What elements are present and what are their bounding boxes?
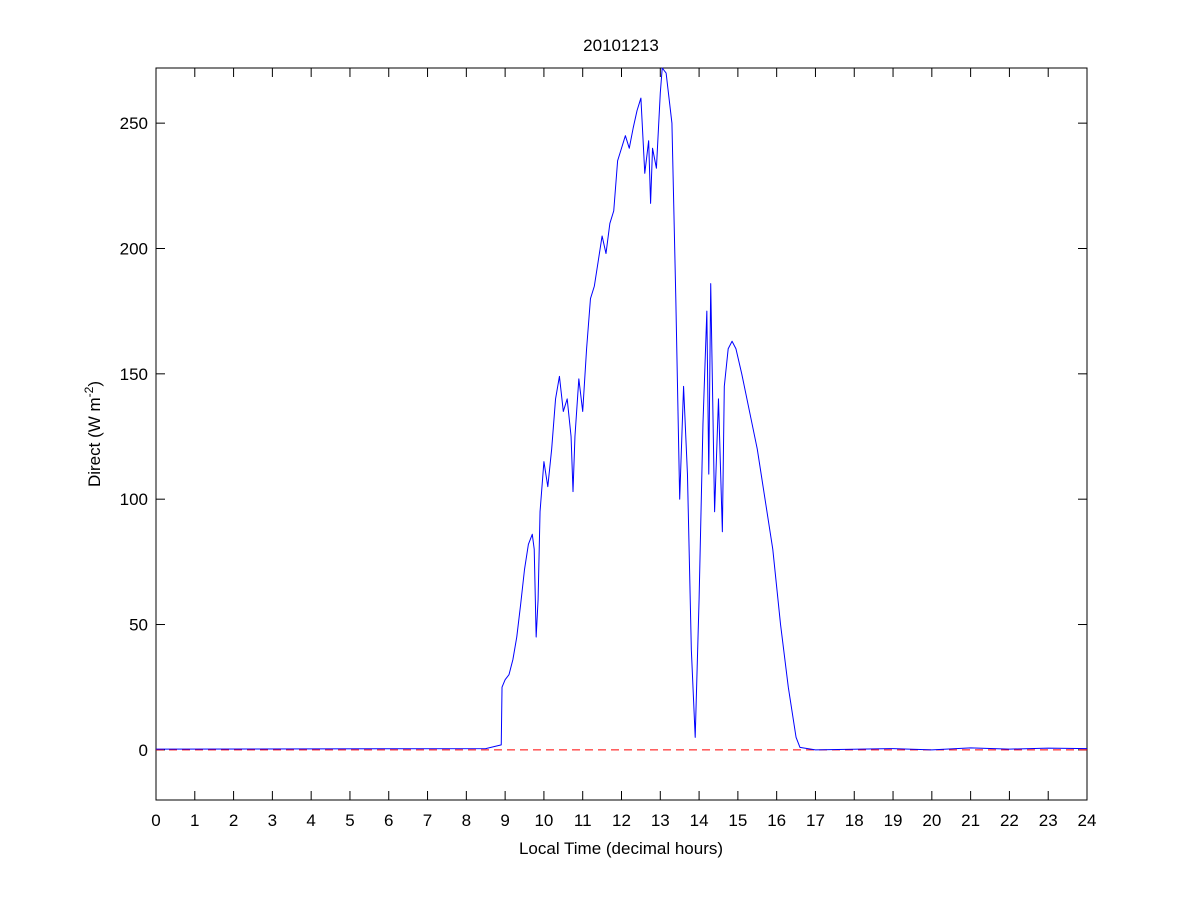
x-tick-label: 12 — [612, 811, 631, 830]
y-tick-label: 150 — [120, 365, 148, 384]
x-tick-label: 14 — [690, 811, 709, 830]
x-tick-label: 7 — [423, 811, 432, 830]
x-tick-label: 19 — [884, 811, 903, 830]
x-axis-label: Local Time (decimal hours) — [519, 839, 723, 858]
y-tick-label: 200 — [120, 239, 148, 258]
x-tick-label: 21 — [961, 811, 980, 830]
x-tick-label: 6 — [384, 811, 393, 830]
y-axis-label: Direct (W m-2) — [82, 381, 104, 487]
x-tick-label: 3 — [268, 811, 277, 830]
y-axis-label-main: Direct (W m — [85, 397, 104, 487]
y-tick-label: 250 — [120, 114, 148, 133]
x-tick-label: 23 — [1039, 811, 1058, 830]
plot-box — [155, 67, 1088, 801]
y-axis-label-superscript: -2 — [82, 386, 96, 397]
x-tick-label: 4 — [306, 811, 315, 830]
data-line — [155, 67, 1088, 751]
x-tick-label: 8 — [462, 811, 471, 830]
x-tick-label: 24 — [1078, 811, 1097, 830]
x-tick-label: 13 — [651, 811, 670, 830]
x-tick-label: 0 — [151, 811, 160, 830]
x-tick-label: 18 — [845, 811, 864, 830]
x-tick-label: 11 — [574, 811, 592, 830]
x-tick-label: 20 — [922, 811, 941, 830]
x-tick-label: 10 — [534, 811, 553, 830]
x-tick-label: 16 — [767, 811, 786, 830]
x-tick-label: 2 — [229, 811, 238, 830]
y-tick-label: 0 — [139, 741, 148, 760]
y-tick-label: 100 — [120, 490, 148, 509]
x-tick-label: 9 — [500, 811, 509, 830]
x-tick-label: 22 — [1000, 811, 1019, 830]
x-tick-label: 1 — [190, 811, 199, 830]
chart-title: 20101213 — [583, 36, 659, 55]
x-tick-label: 5 — [345, 811, 354, 830]
x-tick-label: 15 — [728, 811, 747, 830]
y-tick-label: 50 — [129, 616, 148, 635]
y-axis-label-tail: ) — [85, 381, 104, 387]
x-tick-label: 17 — [806, 811, 825, 830]
